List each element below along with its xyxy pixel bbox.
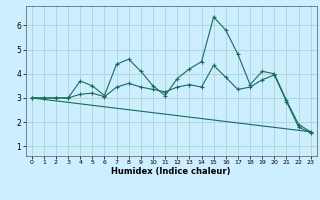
- X-axis label: Humidex (Indice chaleur): Humidex (Indice chaleur): [111, 167, 231, 176]
